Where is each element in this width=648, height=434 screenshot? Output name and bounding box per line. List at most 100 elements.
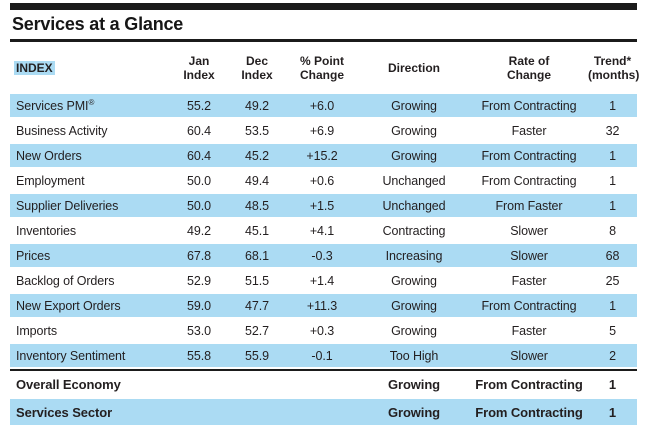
cell-change: +15.2 — [286, 144, 358, 167]
table-row: Backlog of Orders 52.9 51.5 +1.4 Growing Fast… — [10, 269, 637, 292]
cell-change: +4.1 — [309, 223, 335, 238]
column-header-jan-index: Jan Index — [183, 53, 215, 82]
column-header-index: INDEX — [10, 44, 170, 92]
cell-jan — [170, 399, 228, 425]
cell-change: -0.1 — [286, 344, 358, 367]
cell-trend: 1 — [588, 94, 637, 117]
cell-index: New Export Orders — [10, 294, 170, 317]
cell-dec: 51.5 — [245, 273, 269, 288]
cell-trend: 1 — [588, 399, 637, 425]
cell-change: +6.9 — [309, 123, 335, 138]
cell-index: Employment — [16, 173, 85, 188]
cell-jan: 50.0 — [187, 173, 211, 188]
cell-change: +11.3 — [286, 294, 358, 317]
cell-index: New Orders — [10, 144, 170, 167]
table-row: Services PMI® 55.2 49.2 +6.0 Growing From Con… — [10, 94, 637, 117]
cell-direction: Growing — [358, 369, 470, 397]
cell-dec: 47.7 — [228, 294, 286, 317]
cell-rate: Slower — [470, 344, 588, 367]
cell-trend: 32 — [605, 123, 620, 138]
cell-rate: From Contracting — [470, 294, 588, 317]
page-title: Services at a Glance — [12, 14, 184, 34]
cell-jan: 60.4 — [187, 123, 211, 138]
cell-direction: Growing — [358, 399, 470, 425]
table-row: Inventory Sentiment 55.8 55.9 -0.1 Too High S… — [10, 344, 637, 367]
cell-dec: 45.2 — [228, 144, 286, 167]
cell-index: Inventories — [16, 223, 77, 238]
cell-index: Services Sector — [10, 399, 170, 425]
cell-jan: 49.2 — [187, 223, 211, 238]
cell-change — [286, 399, 358, 425]
cell-rate: Faster — [511, 273, 547, 288]
table-row: Employment 50.0 49.4 +0.6 Unchanged From Cont… — [10, 169, 637, 192]
index-header-highlight: INDEX — [14, 60, 55, 75]
cell-rate: From Contracting — [470, 144, 588, 167]
cell-dec — [228, 399, 286, 425]
table-body: Services PMI® 55.2 49.2 +6.0 Growing From Con… — [10, 94, 637, 425]
table-header-row: INDEX Jan Index Dec Index % Point Change… — [10, 44, 640, 92]
cell-direction: Growing — [358, 94, 470, 117]
column-header-direction: Direction — [387, 60, 440, 75]
cell-direction: Growing — [358, 294, 470, 317]
cell-jan: 53.0 — [187, 323, 211, 338]
table-row: Services Sector Growing From Contracting 1 — [10, 399, 637, 425]
cell-direction: Increasing — [358, 244, 470, 267]
cell-change — [286, 369, 358, 397]
cell-dec: 53.5 — [245, 123, 269, 138]
cell-jan: 67.8 — [170, 244, 228, 267]
cell-change: +1.4 — [309, 273, 335, 288]
cell-rate: From Faster — [470, 194, 588, 217]
column-header-dec-index: Dec Index — [241, 53, 273, 82]
cell-index: Backlog of Orders — [16, 273, 115, 288]
cell-rate: Slower — [470, 244, 588, 267]
table-row: Inventories 49.2 45.1 +4.1 Contracting Slower… — [10, 219, 637, 242]
cell-index: Business Activity — [16, 123, 108, 138]
cell-rate: From Contracting — [470, 369, 588, 397]
cell-jan — [170, 369, 228, 397]
title-divider — [10, 39, 637, 42]
table-header: INDEX Jan Index Dec Index % Point Change… — [10, 44, 640, 92]
cell-dec: 68.1 — [228, 244, 286, 267]
cell-jan: 55.2 — [170, 94, 228, 117]
cell-change: +0.6 — [309, 173, 335, 188]
cell-rate: From Contracting — [481, 173, 577, 188]
cell-dec: 49.4 — [245, 173, 269, 188]
column-header-point-change: % Point Change — [299, 53, 344, 82]
cell-index: Overall Economy — [10, 369, 170, 397]
cell-direction: Unchanged — [382, 173, 446, 188]
cell-direction: Growing — [391, 273, 437, 288]
cell-dec: 49.2 — [228, 94, 286, 117]
cell-direction: Growing — [358, 144, 470, 167]
cell-jan: 60.4 — [170, 144, 228, 167]
cell-dec: 48.5 — [228, 194, 286, 217]
cell-trend: 68 — [588, 244, 637, 267]
cell-trend: 2 — [588, 344, 637, 367]
registered-trademark-symbol: ® — [88, 97, 95, 107]
cell-change: -0.3 — [286, 244, 358, 267]
cell-rate: Faster — [511, 323, 547, 338]
cell-change: +0.3 — [309, 323, 335, 338]
cell-index: Imports — [16, 323, 57, 338]
cell-rate: Faster — [511, 123, 547, 138]
cell-direction: Growing — [391, 323, 437, 338]
cell-jan: 52.9 — [187, 273, 211, 288]
cell-trend: 8 — [609, 223, 616, 238]
cell-dec: 45.1 — [245, 223, 269, 238]
cell-index: Inventory Sentiment — [10, 344, 170, 367]
top-rule-bar — [10, 3, 637, 10]
cell-jan: 59.0 — [170, 294, 228, 317]
table-row: Overall Economy Growing From Contracting 1 — [10, 369, 637, 397]
table-row: Business Activity 60.4 53.5 +6.9 Growing Fast… — [10, 119, 637, 142]
table-row: Supplier Deliveries 50.0 48.5 +1.5 Unchanged… — [10, 194, 637, 217]
column-header-rate-of-change: Rate of Change — [506, 53, 551, 82]
column-header-trend: Trend* (months) — [588, 53, 640, 82]
table-row: New Export Orders 59.0 47.7 +11.3 Growing Fro… — [10, 294, 637, 317]
cell-change: +6.0 — [286, 94, 358, 117]
cell-trend: 1 — [588, 144, 637, 167]
cell-trend: 1 — [609, 173, 616, 188]
cell-index: Prices — [10, 244, 170, 267]
cell-direction: Growing — [391, 123, 437, 138]
cell-rate: Slower — [510, 223, 548, 238]
cell-trend: 25 — [605, 273, 620, 288]
